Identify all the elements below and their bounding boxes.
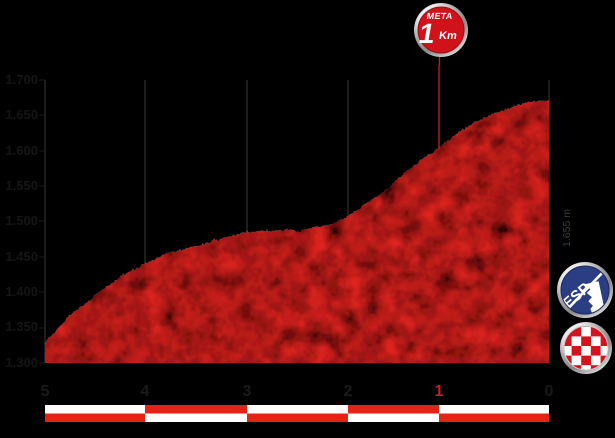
svg-text:1.655 m: 1.655 m [561, 209, 573, 247]
svg-text:1: 1 [435, 383, 444, 400]
svg-text:2: 2 [344, 383, 353, 400]
svg-text:Km: Km [438, 30, 458, 42]
svg-text:0: 0 [545, 383, 554, 400]
svg-text:1.400: 1.400 [5, 284, 38, 299]
svg-text:1.350: 1.350 [5, 319, 38, 334]
svg-text:1.650: 1.650 [5, 107, 38, 122]
svg-text:3: 3 [243, 383, 252, 400]
svg-text:1.500: 1.500 [5, 213, 38, 228]
svg-text:1.300: 1.300 [5, 355, 38, 370]
svg-text:4: 4 [141, 383, 150, 400]
svg-text:5: 5 [41, 383, 50, 400]
svg-text:1.450: 1.450 [5, 249, 38, 264]
svg-text:1.550: 1.550 [5, 178, 38, 193]
svg-text:1.600: 1.600 [5, 143, 38, 158]
svg-text:1.700: 1.700 [5, 72, 38, 87]
